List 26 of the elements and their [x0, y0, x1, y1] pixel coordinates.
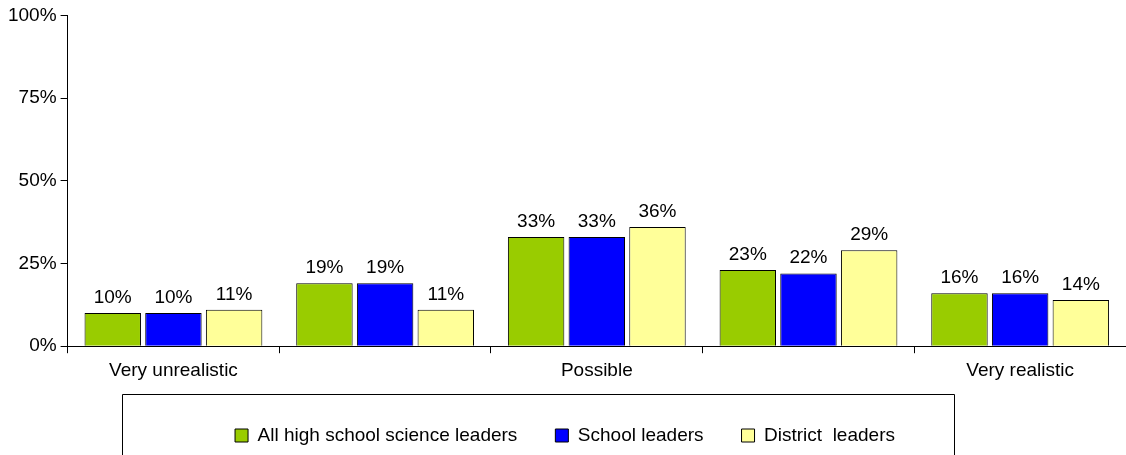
data-label: 10% [93, 285, 132, 307]
legend-label: All high school science leaders [257, 423, 518, 445]
data-label: 10% [154, 285, 193, 307]
data-label: 16% [940, 266, 979, 288]
data-label: 16% [1001, 266, 1040, 288]
y-tick-label: 50% [18, 169, 57, 191]
data-label: 11% [427, 282, 465, 304]
y-tick-label: 25% [18, 251, 57, 273]
y-tick-label: 0% [29, 334, 57, 356]
data-label: 19% [305, 256, 344, 278]
y-tick-label: 100% [7, 3, 57, 25]
data-label: 11% [215, 282, 253, 304]
data-label: 23% [728, 242, 767, 264]
data-label: 33% [577, 209, 616, 231]
x-tick-label: Very unrealistic [109, 358, 238, 380]
data-label: 19% [366, 256, 405, 278]
data-label: 22% [789, 246, 828, 268]
x-tick-label: Very realistic [966, 358, 1075, 380]
legend-label: District leaders [764, 423, 895, 445]
legend-label: School leaders [577, 423, 704, 445]
data-label: 36% [638, 199, 677, 221]
y-tick-label: 75% [18, 86, 57, 108]
data-label: 33% [517, 209, 556, 231]
data-label: 14% [1061, 272, 1100, 294]
x-tick-label: Possible [560, 358, 633, 380]
data-label: 29% [850, 223, 889, 244]
